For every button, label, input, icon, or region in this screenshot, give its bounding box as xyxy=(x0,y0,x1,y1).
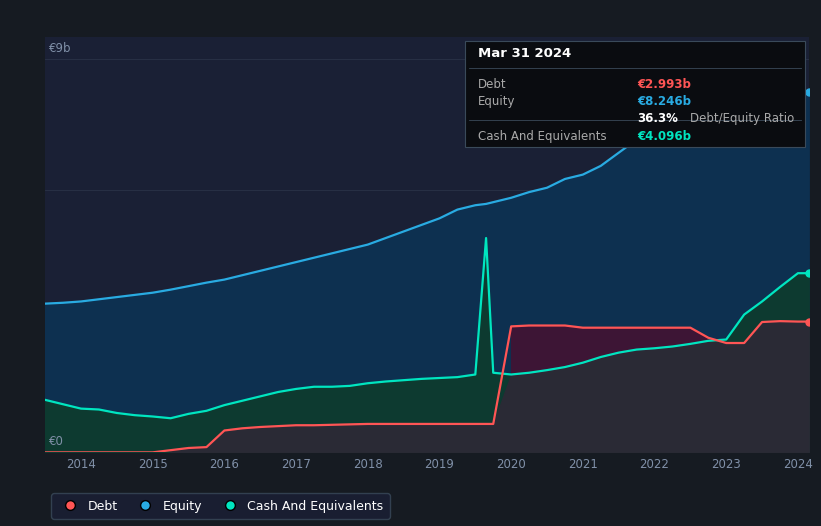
Text: Debt: Debt xyxy=(478,78,507,92)
Text: Debt/Equity Ratio: Debt/Equity Ratio xyxy=(690,112,795,125)
Text: Mar 31 2024: Mar 31 2024 xyxy=(478,47,571,60)
Text: Cash And Equivalents: Cash And Equivalents xyxy=(478,130,607,143)
Text: €4.096b: €4.096b xyxy=(637,130,691,143)
Text: 36.3%: 36.3% xyxy=(637,112,678,125)
Text: €0: €0 xyxy=(49,435,64,448)
Legend: Debt, Equity, Cash And Equivalents: Debt, Equity, Cash And Equivalents xyxy=(52,493,390,519)
FancyBboxPatch shape xyxy=(466,41,805,147)
Text: Equity: Equity xyxy=(478,95,516,108)
Text: €8.246b: €8.246b xyxy=(637,95,691,108)
Text: €2.993b: €2.993b xyxy=(637,78,690,92)
Text: €9b: €9b xyxy=(49,42,71,55)
